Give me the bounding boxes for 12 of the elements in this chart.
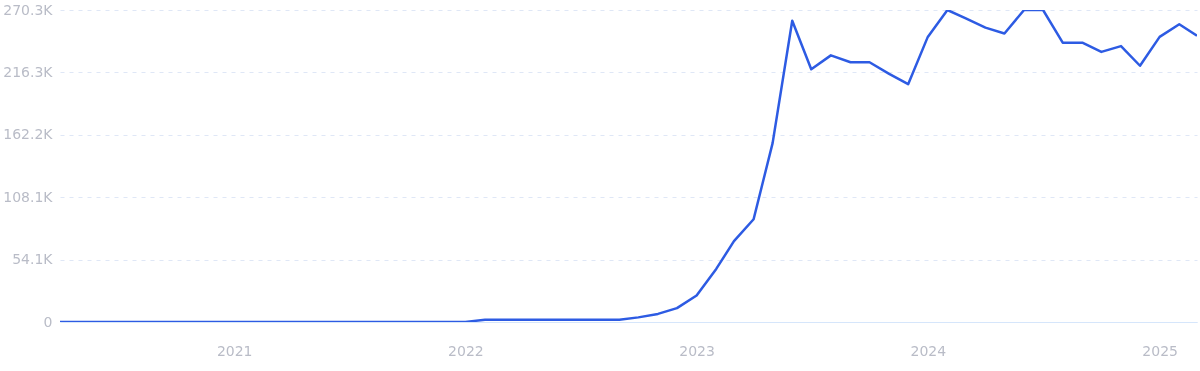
y-tick-label: 0	[43, 313, 53, 330]
y-tick-label: 162.2K	[3, 126, 54, 143]
x-tick-label: 2024	[910, 342, 947, 359]
x-tick-label: 2022	[448, 342, 484, 359]
y-tick-label: 54.1K	[12, 251, 54, 268]
y-tick-label: 216.3K	[3, 63, 54, 80]
y-tick-label: 108.1K	[3, 188, 54, 205]
line-series	[60, 10, 1197, 322]
x-tick-label: 2021	[216, 342, 253, 359]
y-tick-label: 270.3K	[3, 1, 54, 18]
x-tick-label: 2025	[1142, 342, 1178, 359]
x-tick-label: 2023	[679, 342, 715, 359]
